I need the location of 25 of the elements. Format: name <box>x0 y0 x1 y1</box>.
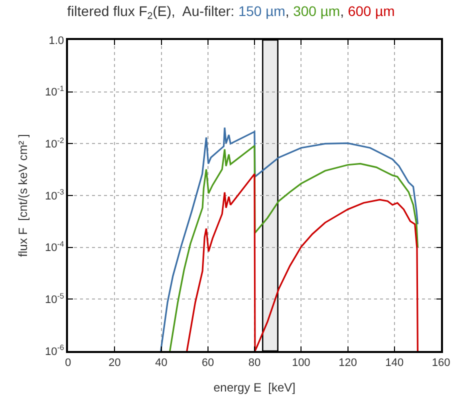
x-axis-title: energy E [keV] <box>213 380 296 394</box>
text: 150 µm <box>238 2 286 19</box>
x-tick-label: 40 <box>155 356 168 369</box>
chart-title: filtered flux F$_{2}$(E), Au-filter: <box>67 2 234 22</box>
x-tick-label: 0 <box>64 356 72 369</box>
x-tick-label: 60 <box>202 356 214 369</box>
x-tick-label: 120 <box>338 356 357 369</box>
text: 600 µm <box>348 2 395 19</box>
line-series <box>186 173 418 351</box>
y-axis-title: flux F [cnt/(s keV cm² ] <box>16 134 30 257</box>
y-tick-label: 10$^{-1}$ <box>44 84 64 99</box>
text: , <box>340 2 344 19</box>
y-tick-label: 10$^{-3}$ <box>44 188 64 202</box>
x-tick-label: 80 <box>248 356 261 369</box>
text: , <box>285 2 290 19</box>
x-tick-label: 160 <box>432 356 450 369</box>
y-tick-label: 10$^{-4}$ <box>44 240 65 254</box>
x-tick-label: 20 <box>108 356 121 369</box>
y-tick-label: 10$^{-2}$ <box>44 136 64 151</box>
y-tick-label: 1.0 <box>48 34 64 47</box>
y-tick-label: 10$^{-5}$ <box>44 291 64 306</box>
x-tick-label: 100 <box>292 356 310 369</box>
text: 300 µm <box>293 2 340 19</box>
x-tick-label: 140 <box>385 356 404 369</box>
y-tick-label: 10$^{-6}$ <box>44 343 64 358</box>
